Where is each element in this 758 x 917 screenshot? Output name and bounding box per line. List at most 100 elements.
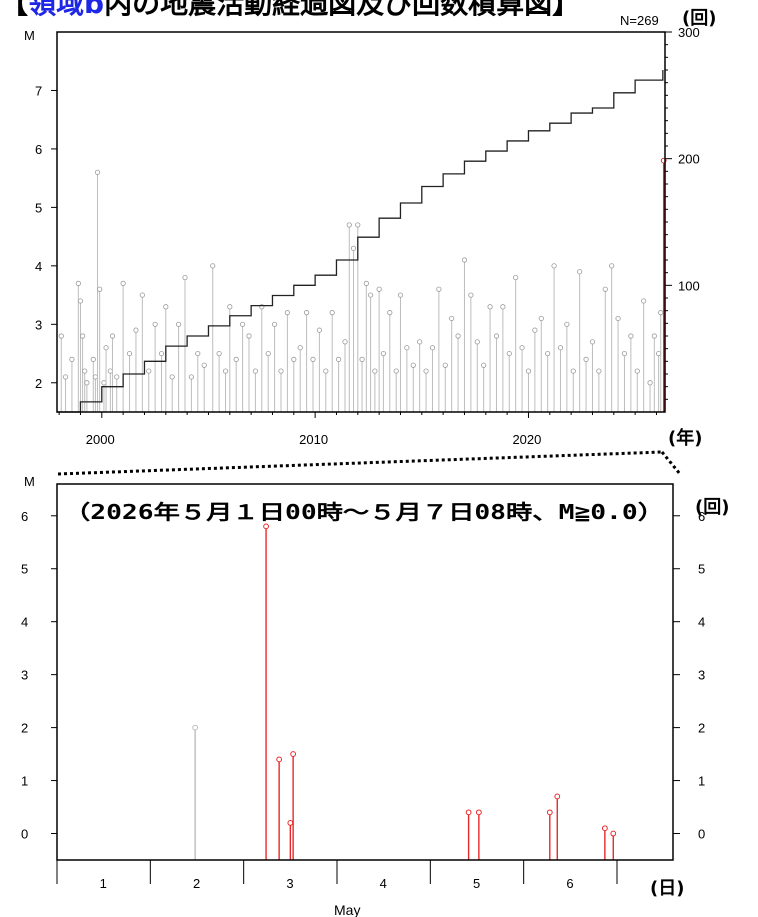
title-rest: 内の地震活動経過図及び回数積算図】 bbox=[104, 0, 581, 20]
past-event-point bbox=[350, 245, 357, 251]
bottom-y2-tick-label: 5 bbox=[698, 562, 705, 577]
top-y-tick-label: 2 bbox=[35, 376, 42, 391]
past-event-point bbox=[169, 374, 175, 380]
past-event-point bbox=[493, 333, 500, 339]
past-event-point bbox=[583, 356, 589, 362]
past-event-point bbox=[500, 304, 506, 310]
past-event-point bbox=[278, 368, 284, 374]
past-event-point bbox=[376, 286, 382, 292]
past-event-point bbox=[355, 222, 361, 228]
title-bracket: 【 bbox=[0, 0, 29, 20]
past-event-point bbox=[519, 345, 525, 351]
bottom-day-label: 5 bbox=[473, 876, 480, 891]
bottom-day-label: 6 bbox=[566, 876, 573, 891]
event-point bbox=[610, 830, 617, 837]
past-event-point bbox=[133, 327, 139, 333]
event-point bbox=[465, 809, 472, 816]
past-event-point bbox=[363, 280, 369, 286]
title-region: 領域b bbox=[28, 0, 105, 20]
past-event-point bbox=[227, 304, 233, 310]
past-event-point bbox=[577, 269, 583, 275]
past-event-point bbox=[641, 298, 647, 304]
past-event-point bbox=[69, 356, 75, 362]
past-event-point bbox=[62, 374, 69, 380]
bottom-y-tick-label: 4 bbox=[21, 615, 28, 630]
past-event-point bbox=[158, 350, 165, 357]
bottom-y-tick-label: 2 bbox=[21, 721, 28, 736]
bottom-y-tick-label: 6 bbox=[21, 509, 28, 524]
past-event-point bbox=[107, 368, 113, 374]
bottom-day-label: 2 bbox=[193, 876, 200, 891]
past-event-point bbox=[538, 315, 544, 322]
past-event-point bbox=[602, 286, 608, 292]
past-event-point bbox=[342, 339, 348, 345]
bottom-day-label: 3 bbox=[286, 876, 293, 891]
bottom-y2-tick-label: 3 bbox=[698, 668, 705, 683]
bottom-y-tick-label: 3 bbox=[21, 668, 28, 683]
past-event-point bbox=[139, 292, 145, 298]
past-event-point bbox=[564, 321, 570, 327]
past-event-point bbox=[609, 263, 615, 269]
past-event-point bbox=[513, 274, 519, 281]
bottom-y-ticks: 0 1 2 3 4 5 6 0 1 2 3 4 5 6 1 2 3 4 5 6 bbox=[21, 509, 705, 891]
bottom-y2-tick-label: 6 bbox=[698, 509, 705, 524]
month-label: May bbox=[334, 902, 360, 917]
past-event-point bbox=[628, 333, 634, 339]
past-event-point bbox=[92, 374, 99, 380]
past-event-point bbox=[417, 339, 423, 345]
past-event-point bbox=[240, 321, 246, 327]
past-event-point bbox=[596, 368, 602, 374]
event-point bbox=[475, 809, 482, 816]
past-event-point bbox=[163, 304, 169, 310]
past-event-point bbox=[346, 222, 352, 228]
past-event-point bbox=[367, 292, 374, 298]
top-y2-tick-label: 100 bbox=[678, 278, 700, 293]
past-event-point bbox=[114, 374, 120, 380]
past-event-point bbox=[265, 350, 271, 357]
past-event-point bbox=[94, 169, 101, 175]
past-event-point bbox=[423, 368, 429, 374]
bottom-y-tick-label: 0 bbox=[21, 827, 28, 842]
event-point bbox=[290, 751, 297, 757]
event-point bbox=[263, 523, 269, 530]
past-event-point bbox=[570, 368, 576, 374]
past-event-point bbox=[647, 380, 653, 386]
bottom-day-label: 1 bbox=[100, 876, 107, 891]
past-event-point bbox=[481, 362, 487, 368]
past-event-point bbox=[474, 339, 480, 345]
top-x-tick-label: 2010 bbox=[299, 432, 328, 447]
event-point bbox=[546, 809, 553, 816]
event-point bbox=[554, 793, 561, 800]
past-event-point bbox=[387, 310, 393, 316]
past-event-point bbox=[551, 263, 557, 269]
past-event-point bbox=[297, 345, 303, 351]
past-event-point bbox=[525, 368, 532, 374]
past-event-point bbox=[58, 333, 64, 339]
past-event-point bbox=[233, 356, 239, 362]
top-x-tick-label: 2000 bbox=[86, 432, 115, 447]
top-y2-tick-label: 200 bbox=[678, 152, 700, 167]
past-event-point bbox=[449, 315, 455, 322]
past-event-point bbox=[120, 280, 126, 286]
past-event-point bbox=[359, 356, 365, 362]
past-event-point bbox=[557, 345, 564, 351]
top-event-stems bbox=[58, 157, 667, 412]
bottom-chart: 0 1 2 3 4 5 6 0 1 2 3 4 5 6 1 2 3 4 5 6 M (回) （2026年５月１日00時… bbox=[21, 474, 729, 917]
past-event-point bbox=[97, 286, 103, 292]
past-event-point bbox=[455, 333, 461, 339]
top-y-tick-label: 7 bbox=[35, 83, 42, 98]
top-y-tick-label: 5 bbox=[35, 200, 42, 215]
past-event-point bbox=[82, 368, 88, 374]
bottom-left-axis-unit: M bbox=[24, 474, 35, 489]
past-event-point bbox=[316, 327, 322, 333]
cumulative-count-line bbox=[57, 70, 664, 413]
past-event-point bbox=[397, 292, 404, 298]
bottom-event-stems bbox=[192, 523, 617, 860]
past-event-point bbox=[303, 310, 310, 316]
past-event-point bbox=[506, 350, 512, 357]
past-event-point bbox=[442, 362, 448, 368]
past-event-point bbox=[468, 292, 474, 298]
past-event-point bbox=[77, 298, 84, 304]
